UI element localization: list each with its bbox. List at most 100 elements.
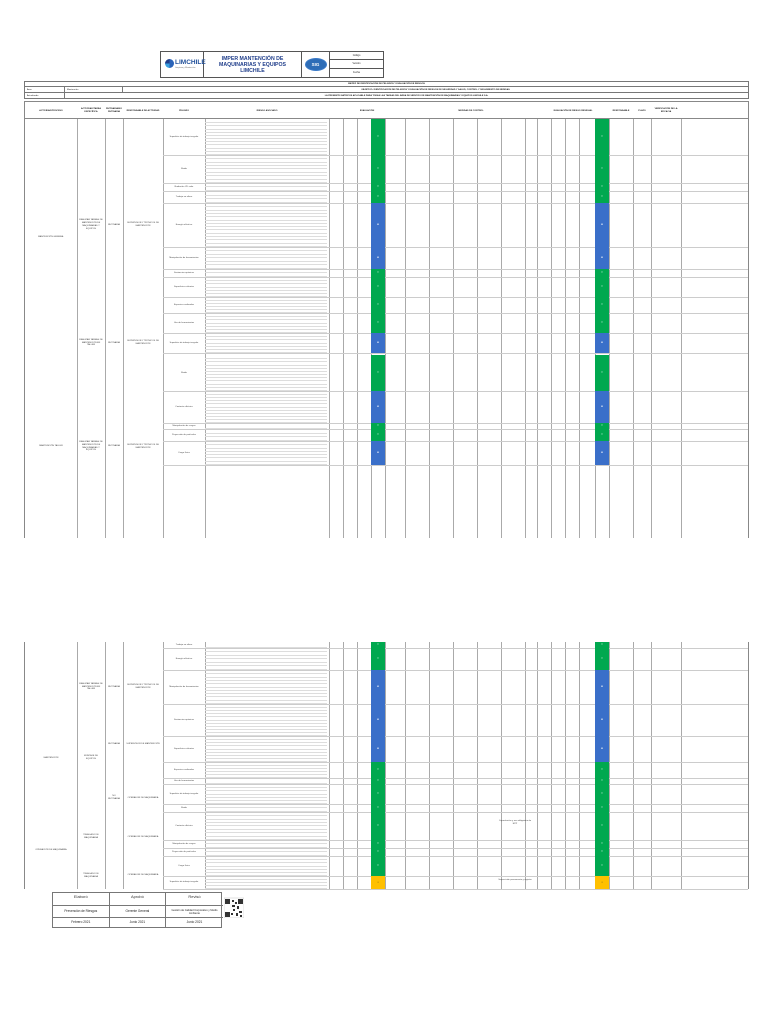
signature-block: Elaboró Prevención de Riesgos Febrero 20… — [52, 892, 223, 928]
risk-line — [205, 888, 327, 890]
risk-line — [205, 415, 327, 417]
row-divider — [163, 441, 748, 442]
column-divider — [453, 642, 454, 889]
row-divider — [163, 762, 748, 763]
risk-line — [205, 125, 327, 127]
residual-level-badge: M — [595, 247, 609, 269]
risk-line — [205, 745, 327, 747]
risk-line — [205, 209, 327, 211]
risk-line — [205, 361, 327, 363]
row-divider — [163, 889, 748, 890]
responsible-cell: SUPERVISOR DE MANTENCIÓN — [126, 742, 160, 745]
risk-line — [205, 154, 327, 156]
hazard-cell: Ruido — [181, 806, 187, 809]
risk-line — [205, 128, 327, 130]
risk-line — [205, 367, 327, 369]
logo-text: LIMCHILE — [175, 59, 206, 66]
risk-level-badge: T — [371, 155, 385, 183]
column-divider — [405, 642, 406, 889]
row-divider — [163, 876, 748, 877]
risk-line — [205, 777, 327, 779]
risk-line — [205, 250, 327, 252]
risk-line — [205, 693, 327, 695]
hazard-cell: Sustancias químicas — [173, 271, 195, 274]
risk-line — [205, 865, 327, 867]
column-divider — [385, 642, 386, 889]
risk-line — [205, 332, 327, 334]
title-line-2: LIMCHILE — [240, 67, 265, 74]
risk-line — [205, 390, 327, 392]
risk-line — [205, 818, 327, 820]
title-line-1: IMPER MANTENCIÓN DE MAQUINARIAS Y EQUIPO… — [219, 55, 286, 68]
document-title: IMPER MANTENCIÓN DE MAQUINARIAS Y EQUIPO… — [204, 52, 302, 77]
column-divider — [357, 101, 358, 538]
row-divider — [163, 353, 748, 354]
hazard-cell: Superficies calientes — [173, 285, 195, 288]
residual-level-badge: M — [595, 203, 609, 247]
risk-level-badge: T — [371, 812, 385, 840]
residual-level-badge: T — [595, 119, 609, 155]
hazard-cell: Sustancias químicas — [173, 718, 195, 721]
risk-line — [205, 348, 327, 350]
updated-label: Actualizado — [25, 93, 65, 98]
header-hazard: PELIGRO — [179, 109, 189, 112]
risk-line — [205, 242, 327, 244]
residual-level-badge: M — [595, 333, 609, 353]
residual-level-badge: I — [595, 876, 609, 889]
risk-level-badge: T — [371, 119, 385, 155]
risk-line — [205, 699, 327, 701]
row-divider — [163, 183, 748, 184]
routine-cell: RUTINARIA — [108, 341, 120, 344]
risk-line — [205, 406, 327, 408]
risk-line — [205, 296, 327, 298]
risk-line — [205, 703, 327, 704]
area-value: Mantención — [65, 87, 123, 92]
residual-level-badge: T — [595, 642, 609, 648]
risk-level-badge: T — [371, 642, 385, 648]
column-divider — [405, 101, 406, 538]
risk-line — [205, 748, 327, 750]
risk-line — [205, 178, 327, 180]
risk-matrix-page-1: ACTIVIDAD/PROCESO ACTIVIDAD/TAREA ESPECÍ… — [24, 101, 749, 538]
row-divider — [163, 155, 748, 156]
signature-column: Elaboró Prevención de Riesgos Febrero 20… — [53, 893, 110, 927]
risk-line — [205, 377, 327, 379]
document-header: LIMCHILE Limpieza y Mantención IMPER MAN… — [160, 51, 384, 78]
column-divider — [501, 642, 502, 889]
hazard-cell: Manipulación de herramientas — [169, 256, 199, 259]
risk-line — [205, 793, 327, 795]
signature-name: Gerente General — [109, 905, 166, 913]
risk-line — [205, 380, 327, 382]
risk-level-badge: T — [371, 856, 385, 876]
process-cell: MANTENCIÓN — [43, 756, 59, 759]
row-divider — [163, 848, 748, 849]
risk-line — [205, 803, 327, 805]
risk-level-badge: T — [371, 429, 385, 441]
risk-line — [205, 181, 327, 183]
risk-line — [205, 735, 327, 737]
header-residual: EVALUACIÓN DE RIESGO RESIDUAL — [553, 109, 593, 112]
responsible-cell: OPERADOR DE MAQUINARIA — [127, 835, 159, 838]
column-divider — [651, 101, 652, 538]
hazard-cell: Radiación UV solar — [174, 185, 194, 188]
signature-label: Revisó — [188, 894, 201, 899]
row-divider — [163, 247, 748, 248]
risk-line — [205, 264, 327, 266]
risk-level-badge: M — [371, 704, 385, 736]
sig-badge-icon: SIG — [304, 58, 327, 71]
risk-line — [205, 292, 327, 294]
risk-line — [205, 165, 327, 167]
risk-line — [205, 403, 327, 405]
column-divider — [123, 642, 124, 889]
risk-line — [205, 246, 327, 247]
residual-level-badge: M — [595, 736, 609, 762]
risk-line — [205, 216, 327, 218]
risk-line — [205, 232, 327, 234]
routine-cell: RUTINARIA — [108, 685, 120, 688]
hazard-cell: Manipulación de herramientas — [169, 685, 199, 688]
column-divider — [551, 101, 552, 538]
hazard-cell: Ruido — [181, 167, 187, 170]
risk-line — [205, 260, 327, 262]
residual-level-badge: T — [595, 269, 609, 277]
risk-line — [205, 322, 327, 324]
